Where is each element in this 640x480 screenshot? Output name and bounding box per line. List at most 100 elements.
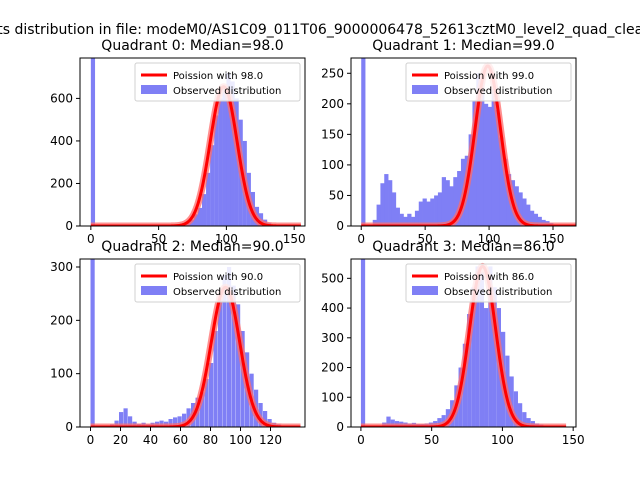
subplot-title: Quadrant 3: Median=86.0 — [372, 239, 554, 255]
histogram-bar — [218, 299, 223, 427]
subplot-quadrant-0: 0 50 100 150 0 200 400 600 Quadrant 0: Median=98… — [50, 38, 306, 246]
legend: Poission with 90.0 Observed distribution — [134, 263, 301, 303]
histogram-bar — [206, 172, 211, 226]
legend-curve-label: Poission with 99.0 — [444, 71, 534, 82]
x-tick-label: 40 — [143, 433, 158, 447]
histogram-bar — [418, 201, 423, 226]
histogram-bar — [484, 308, 489, 427]
legend: Poission with 86.0 Observed distribution — [405, 263, 572, 303]
histogram-bar — [472, 100, 477, 226]
axes-frame — [350, 57, 577, 227]
histogram-bar — [422, 198, 427, 226]
histogram-bar — [168, 419, 173, 427]
legend-box — [405, 62, 572, 102]
histogram-bar — [119, 412, 124, 427]
histogram-bar — [173, 417, 178, 427]
histogram-bar — [487, 106, 493, 226]
histogram-bar — [384, 174, 389, 226]
histogram-bar — [411, 216, 416, 226]
histogram-bar — [90, 259, 95, 427]
histogram-bar — [462, 343, 468, 427]
histogram-bar — [230, 81, 235, 226]
histogram-bar — [128, 416, 133, 427]
histogram-bar — [222, 87, 227, 226]
y-tick-label: 100 — [321, 158, 344, 172]
y-tick-label: 50 — [329, 188, 344, 202]
histogram-bar — [495, 109, 500, 226]
histogram-bar — [526, 204, 531, 226]
histogram-bar — [90, 58, 96, 226]
legend-box — [405, 263, 572, 303]
x-tick-label: 150 — [562, 433, 585, 447]
histogram-bar — [177, 416, 182, 427]
histogram-bar — [376, 204, 381, 226]
histogram-bar — [361, 58, 366, 226]
histogram-bar — [430, 198, 435, 226]
histogram-bar — [391, 192, 397, 226]
x-tick-label: 120 — [259, 433, 282, 447]
histogram-bar — [360, 259, 366, 427]
histogram-bar — [437, 418, 442, 427]
y-tick-label: 0 — [65, 219, 73, 233]
histogram-bar — [390, 419, 395, 427]
histogram-bar — [407, 213, 412, 226]
plot-area — [88, 58, 304, 226]
subplot-title: Quadrant 1: Median=99.0 — [372, 38, 554, 54]
subplot-quadrant-2: 0 20 40 60 80 100 120 0 100 200 300 Quadrant 2: Med… — [50, 239, 306, 447]
subplot-quadrant-1: 0 50 100 150 0 50 100 150 200 250 Quadrant 1: Medi… — [321, 38, 577, 246]
subplot-title: Quadrant 0: Median=98.0 — [101, 38, 283, 54]
y-tick-label: 200 — [50, 313, 73, 327]
histogram-bar — [479, 272, 485, 427]
histogram-bar — [386, 416, 391, 427]
x-tick-label: 50 — [418, 232, 433, 246]
legend-hist-swatch — [412, 85, 438, 94]
histogram-bar — [210, 145, 215, 226]
y-tick-label: 500 — [321, 271, 344, 285]
histogram-bar — [492, 287, 497, 427]
histogram-bar — [388, 180, 393, 226]
histogram-bar — [475, 266, 480, 427]
histogram-bar — [240, 331, 245, 427]
legend-curve-label: Poission with 90.0 — [173, 272, 263, 283]
histogram-bar — [226, 72, 231, 226]
histogram-bar — [380, 183, 385, 226]
x-tick-label: 50 — [424, 433, 439, 447]
histogram-bar — [529, 210, 535, 226]
histogram-bar — [483, 103, 489, 226]
histogram-bar — [518, 192, 523, 226]
subplot-title: Quadrant 2: Median=90.0 — [101, 239, 283, 255]
x-tick-label: 100 — [215, 232, 238, 246]
legend-hist-swatch — [141, 85, 167, 94]
histogram-bar — [476, 73, 481, 226]
histogram-bar — [209, 363, 214, 427]
x-tick-label: 0 — [357, 232, 365, 246]
histogram-bar — [445, 180, 450, 226]
histogram-bar — [236, 304, 241, 427]
x-tick-label: 80 — [203, 433, 218, 447]
x-tick-label: 50 — [151, 232, 166, 246]
histogram-bar — [193, 214, 199, 226]
histogram-bar — [449, 186, 454, 226]
y-tick-label: 0 — [336, 219, 344, 233]
histogram-bar — [204, 379, 209, 427]
histogram-bar — [200, 392, 205, 427]
legend-curve-label: Poission with 86.0 — [444, 272, 534, 283]
y-tick-label: 0 — [65, 420, 73, 434]
histogram-bar — [234, 98, 239, 226]
legend: Poission with 98.0 Observed distribution — [134, 62, 301, 102]
histogram-bar — [201, 194, 207, 226]
y-tick-label: 400 — [321, 301, 344, 315]
x-tick-label: 20 — [113, 433, 128, 447]
histogram-bar — [533, 213, 539, 226]
x-tick-label: 150 — [283, 232, 306, 246]
histogram-bar — [263, 411, 268, 427]
x-tick-label: 100 — [229, 433, 252, 447]
x-tick-label: 100 — [491, 433, 514, 447]
histogram-bar — [509, 376, 514, 427]
histogram-bar — [437, 192, 443, 226]
y-tick-label: 200 — [321, 361, 344, 375]
x-tick-label: 0 — [87, 232, 95, 246]
y-tick-label: 300 — [50, 260, 73, 274]
legend-hist-swatch — [412, 286, 438, 295]
histogram-bar — [499, 137, 504, 226]
